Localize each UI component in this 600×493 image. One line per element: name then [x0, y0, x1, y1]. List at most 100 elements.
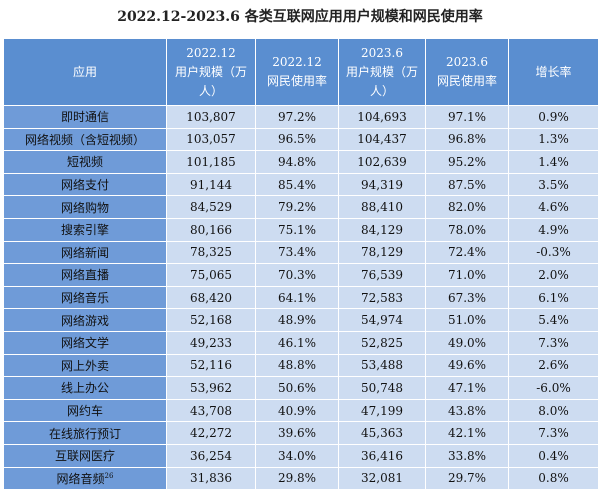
row-label: 网络购物: [3, 195, 167, 219]
table-cell: 0.4%: [508, 443, 599, 468]
table-cell: 64.1%: [255, 285, 339, 310]
header-cell: 应用: [3, 38, 167, 106]
table-row: 网络音乐 68,420 64.1% 72,583 67.3% 6.1%: [3, 285, 599, 310]
table-cell: 96.5%: [255, 127, 339, 152]
table-cell: 52,168: [166, 308, 256, 332]
table-cell: 49.6%: [425, 353, 509, 378]
table-cell: 103,807: [166, 105, 256, 129]
table-cell: 68,420: [166, 285, 256, 310]
row-label: 短视频: [3, 150, 167, 174]
row-label: 网络游戏: [3, 308, 167, 332]
title: 2022.12-2023.6 各类互联网应用用户规模和网民使用率: [117, 9, 483, 25]
table-row: 网络支付 91,144 85.4% 94,319 87.5% 3.5%: [3, 172, 599, 197]
table-cell: 48.9%: [255, 308, 339, 332]
row-label: 网络支付: [3, 172, 167, 197]
table-cell: 29.7%: [425, 466, 509, 491]
row-label: 互联网医疗: [3, 443, 167, 468]
table-cell: 53,488: [338, 353, 426, 378]
table-cell: 94.8%: [255, 150, 339, 174]
table-cell: 88,410: [338, 195, 426, 219]
table-cell: 72.4%: [425, 240, 509, 265]
row-label: 网络音频26: [3, 466, 167, 491]
data-table: 应用 2022.12 用户规模（万人） 2022.12 网民使用率 2023.6 用户规模（…: [3, 38, 599, 491]
table-cell: 34.0%: [255, 443, 339, 468]
table-cell: 52,116: [166, 353, 256, 378]
table-cell: 50,748: [338, 376, 426, 400]
table-cell: 71.0%: [425, 263, 509, 287]
table-cell: 95.2%: [425, 150, 509, 174]
header-text: 2022.12: [186, 45, 236, 60]
table-cell: 97.2%: [255, 105, 339, 129]
table-row: 网络购物 84,529 79.2% 88,410 82.0% 4.6%: [3, 195, 599, 219]
table-cell: 80,166: [166, 217, 256, 242]
table-cell: 101,185: [166, 150, 256, 174]
table-row: 网络文学 49,233 46.1% 52,825 49.0% 7.3%: [3, 330, 599, 355]
table-cell: 42.1%: [425, 421, 509, 445]
header-text: 用户规模（万人）: [345, 64, 418, 98]
header-text: 网民使用率: [436, 74, 497, 88]
table-cell: 78,325: [166, 240, 256, 265]
table-row: 网络视频（含短视频） 103,057 96.5% 104,437 96.8% 1.3%: [3, 127, 599, 152]
table-row: 互联网医疗 36,254 34.0% 36,416 33.8% 0.4%: [3, 443, 599, 468]
table-cell: 96.8%: [425, 127, 509, 152]
header-cell: 2022.12 网民使用率: [255, 38, 339, 106]
table-cell: 53,962: [166, 376, 256, 400]
table-cell: 7.3%: [508, 421, 599, 445]
row-label: 网络直播: [3, 263, 167, 287]
table-cell: 73.4%: [255, 240, 339, 265]
table-cell: 75.1%: [255, 217, 339, 242]
row-label: 网络音乐: [3, 285, 167, 310]
table-cell: 4.9%: [508, 217, 599, 242]
table-row: 网络音频26 31,836 29.8% 32,081 29.7% 0.8%: [3, 466, 599, 491]
table-row: 网上外卖 52,116 48.8% 53,488 49.6% 2.6%: [3, 353, 599, 378]
table-cell: 29.8%: [255, 466, 339, 491]
table-cell: 1.4%: [508, 150, 599, 174]
header-text: 2022.12: [272, 55, 322, 69]
header-cell: 2023.6 用户规模（万人）: [338, 38, 426, 106]
table-cell: 36,254: [166, 443, 256, 468]
table-row: 网络直播 75,065 70.3% 76,539 71.0% 2.0%: [3, 263, 599, 287]
table-cell: 47.1%: [425, 376, 509, 400]
table-cell: 6.1%: [508, 285, 599, 310]
table-cell: 70.3%: [255, 263, 339, 287]
table-cell: 84,129: [338, 217, 426, 242]
header-text: 网民使用率: [266, 74, 327, 88]
table-cell: 78,129: [338, 240, 426, 265]
header-cell: 2022.12 用户规模（万人）: [166, 38, 256, 106]
table-cell: 39.6%: [255, 421, 339, 445]
table-cell: 104,437: [338, 127, 426, 152]
row-label-text: 网络音频: [56, 471, 105, 486]
header-text: 2023.6: [361, 45, 403, 60]
table-cell: 2.0%: [508, 263, 599, 287]
row-label: 网络文学: [3, 330, 167, 355]
table-cell: 47,199: [338, 398, 426, 423]
table-cell: 45,363: [338, 421, 426, 445]
table-cell: 43,708: [166, 398, 256, 423]
header-text: 2023.6: [446, 55, 488, 69]
header-text: 应用: [72, 64, 97, 79]
table-cell: 49,233: [166, 330, 256, 355]
table-cell: 104,693: [338, 105, 426, 129]
table-row: 网络新闻 78,325 73.4% 78,129 72.4% -0.3%: [3, 240, 599, 265]
table-cell: 4.6%: [508, 195, 599, 219]
table-cell: 78.0%: [425, 217, 509, 242]
table-cell: 40.9%: [255, 398, 339, 423]
table-row: 线上办公 53,962 50.6% 50,748 47.1% -6.0%: [3, 376, 599, 400]
table-cell: -0.3%: [508, 240, 599, 265]
header-row: 应用 2022.12 用户规模（万人） 2022.12 网民使用率 2023.6 用户规模（…: [3, 38, 599, 106]
table-cell: 3.5%: [508, 172, 599, 197]
table-cell: -6.0%: [508, 376, 599, 400]
table-cell: 103,057: [166, 127, 256, 152]
table-cell: 85.4%: [255, 172, 339, 197]
table-row: 即时通信 103,807 97.2% 104,693 97.1% 0.9%: [3, 105, 599, 129]
row-label: 网络新闻: [3, 240, 167, 265]
table-row: 搜索引擎 80,166 75.1% 84,129 78.0% 4.9%: [3, 217, 599, 242]
table-row: 短视频 101,185 94.8% 102,639 95.2% 1.4%: [3, 150, 599, 174]
table-cell: 31,836: [166, 466, 256, 491]
table-cell: 75,065: [166, 263, 256, 287]
row-label: 网约车: [3, 398, 167, 423]
table-cell: 50.6%: [255, 376, 339, 400]
table-cell: 87.5%: [425, 172, 509, 197]
table-row: 网约车 43,708 40.9% 47,199 43.8% 8.0%: [3, 398, 599, 423]
